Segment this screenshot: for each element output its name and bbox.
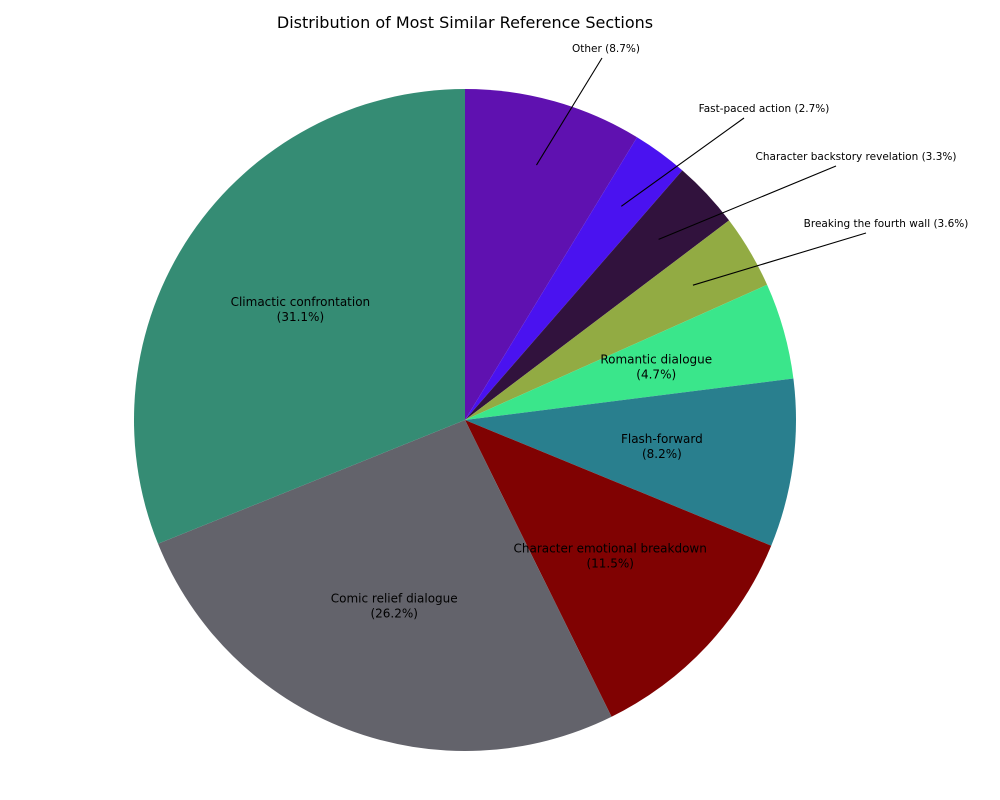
pie-slice-climactic-confrontation (133, 89, 466, 544)
slice-label-romantic-dialogue: Romantic dialogue (4.7%) (600, 352, 712, 381)
slice-label-climactic-confrontation: Climactic confrontation (31.1%) (231, 295, 371, 324)
pie-slice-comic-relief-dialogue (158, 420, 612, 752)
slice-label-flash-forward: Flash-forward (8.2%) (621, 432, 703, 461)
pie-slice-character-backstory-revelation (465, 170, 730, 420)
leader-line-other (536, 57, 603, 166)
slice-label-character-backstory-revelation: Character backstory revelation (3.3%) (756, 151, 957, 163)
pie-slice-breaking-the-fourth-wall (465, 220, 768, 420)
leader-line-character-backstory-revelation (658, 165, 837, 240)
pie-slices (133, 89, 796, 752)
slice-label-breaking-the-fourth-wall: Breaking the fourth wall (3.6%) (804, 218, 969, 230)
pie-slice-other (465, 89, 638, 420)
slice-label-other: Other (8.7%) (572, 43, 640, 55)
leader-line-fast-paced-action (620, 117, 745, 207)
pie-slice-character-emotional-breakdown (465, 420, 772, 717)
slice-label-fast-paced-action: Fast-paced action (2.7%) (699, 103, 830, 115)
chart-title: Distribution of Most Similar Reference S… (277, 13, 653, 32)
slice-label-character-emotional-breakdown: Character emotional breakdown (11.5%) (514, 541, 707, 570)
leader-line-breaking-the-fourth-wall (692, 232, 867, 286)
pie-slice-flash-forward (465, 378, 796, 546)
pie-slice-fast-paced-action (465, 137, 683, 420)
pie-slice-romantic-dialogue (465, 284, 794, 420)
pie-labels: Other (8.7%) Fast-paced action (2.7%) Char… (231, 43, 969, 621)
slice-label-comic-relief-dialogue: Comic relief dialogue (26.2%) (331, 592, 458, 621)
